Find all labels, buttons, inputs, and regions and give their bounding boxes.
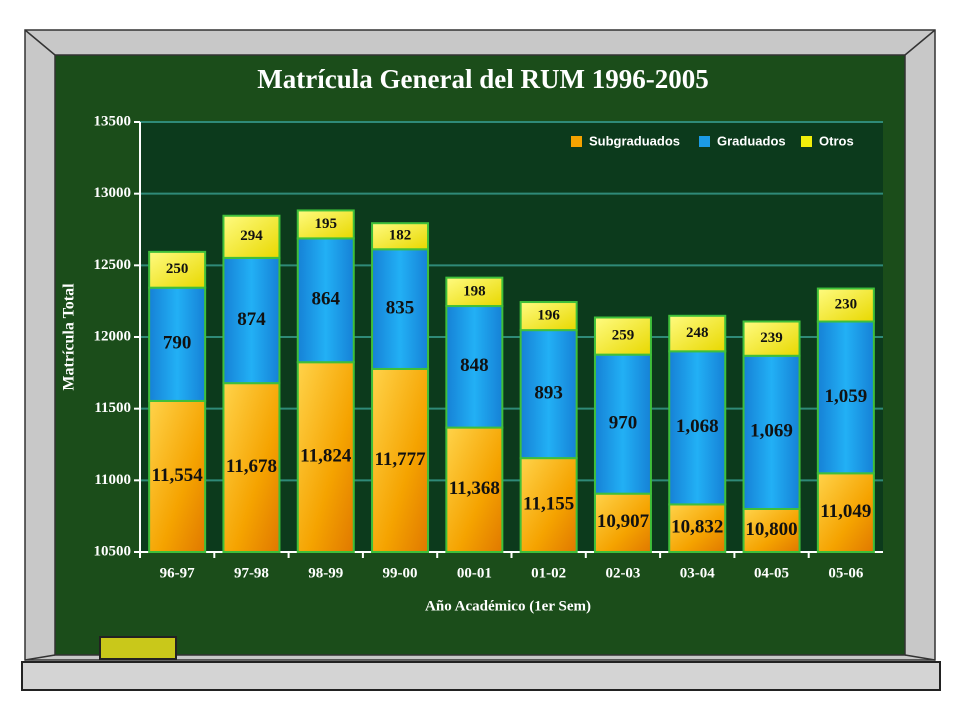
data-label: 10,832 — [671, 517, 723, 538]
frame-bevel — [904, 654, 936, 661]
frame-bevel — [24, 654, 56, 661]
data-label: 11,824 — [300, 445, 352, 466]
y-tick-label: 10500 — [94, 543, 132, 559]
data-label: 874 — [237, 309, 266, 330]
data-label: 848 — [460, 355, 489, 376]
bar-segment — [593, 316, 652, 356]
bar-segment — [222, 382, 281, 553]
data-label: 250 — [166, 261, 189, 277]
legend-swatch — [801, 136, 812, 147]
data-label: 195 — [315, 216, 338, 232]
bar-segment — [593, 492, 652, 553]
x-tick-label: 96-97 — [160, 565, 195, 581]
data-label: 893 — [534, 382, 563, 403]
y-tick-label: 13000 — [94, 185, 132, 201]
x-tick-label: 99-00 — [383, 565, 418, 581]
legend-label: Graduados — [717, 133, 786, 148]
data-label: 790 — [163, 333, 192, 354]
data-label: 11,155 — [523, 493, 574, 514]
data-label: 11,554 — [152, 465, 204, 486]
y-tick-label: 13500 — [94, 113, 132, 129]
data-label: 239 — [760, 330, 783, 346]
bar-segment — [668, 314, 727, 353]
legend-swatch — [571, 136, 582, 147]
eraser — [99, 636, 177, 660]
bar-segment — [593, 353, 652, 495]
bar-segment — [816, 287, 875, 323]
bar-segment — [519, 301, 578, 332]
bar-segment — [519, 457, 578, 553]
data-label: 182 — [389, 228, 412, 244]
data-label: 1,068 — [676, 416, 719, 437]
data-label: 11,678 — [226, 456, 277, 477]
bar-segment — [296, 237, 355, 364]
data-label: 864 — [312, 289, 341, 310]
data-label: 248 — [686, 325, 709, 341]
legend-label: Subgraduados — [589, 133, 680, 148]
y-tick-label: 11000 — [94, 472, 131, 488]
legend-swatch — [699, 136, 710, 147]
y-axis-label: Matrícula Total — [61, 283, 78, 391]
data-label: 1,069 — [750, 421, 793, 442]
data-label: 970 — [609, 413, 638, 434]
x-tick-label: 00-01 — [457, 565, 492, 581]
bar-segment — [148, 250, 207, 289]
x-tick-label: 97-98 — [234, 565, 269, 581]
bar-segment — [371, 248, 430, 370]
bar-segment — [445, 426, 504, 553]
y-tick-label: 12500 — [94, 257, 132, 273]
bar-segment — [371, 367, 430, 554]
bar-segment — [148, 399, 207, 553]
data-label: 835 — [386, 297, 415, 318]
x-tick-label: 02-03 — [605, 565, 640, 581]
data-label: 294 — [240, 228, 263, 244]
bar-segment — [742, 354, 801, 510]
data-label: 11,368 — [449, 478, 500, 499]
bar-segment — [296, 209, 355, 240]
data-label: 10,800 — [745, 519, 797, 540]
bar-segment — [742, 320, 801, 357]
data-label: 10,907 — [597, 511, 650, 532]
y-tick-label: 11500 — [94, 400, 131, 416]
data-label: 198 — [463, 283, 486, 299]
bar-segment — [668, 350, 727, 506]
data-label: 11,049 — [820, 501, 871, 522]
x-axis-label: Año Académico (1er Sem) — [425, 598, 591, 614]
frame-bevel — [24, 29, 56, 56]
y-tick-label: 12000 — [94, 328, 132, 344]
bar-segment — [445, 305, 504, 429]
x-tick-label: 05-06 — [828, 565, 863, 581]
data-label: 11,777 — [374, 449, 426, 470]
chalk-tray — [21, 661, 941, 691]
data-label: 196 — [537, 308, 560, 324]
bar-segment — [296, 361, 355, 553]
x-tick-label: 98-99 — [308, 565, 343, 581]
data-label: 259 — [612, 328, 635, 344]
x-tick-label: 04-05 — [754, 565, 789, 581]
x-tick-label: 01-02 — [531, 565, 566, 581]
bar-segment — [668, 503, 727, 553]
bar-segment — [371, 222, 430, 251]
data-label: 230 — [835, 296, 858, 312]
chart-title: Matrícula General del RUM 1996-2005 — [257, 64, 708, 94]
bar-segment — [816, 320, 875, 475]
x-tick-label: 03-04 — [680, 565, 715, 581]
bar-segment — [148, 286, 207, 402]
legend-label: Otros — [819, 133, 854, 148]
bar-segment — [222, 214, 281, 259]
bar-segment — [445, 276, 504, 308]
frame-bevel — [904, 29, 936, 56]
bar-segment — [742, 508, 801, 553]
data-label: 1,059 — [824, 386, 867, 407]
